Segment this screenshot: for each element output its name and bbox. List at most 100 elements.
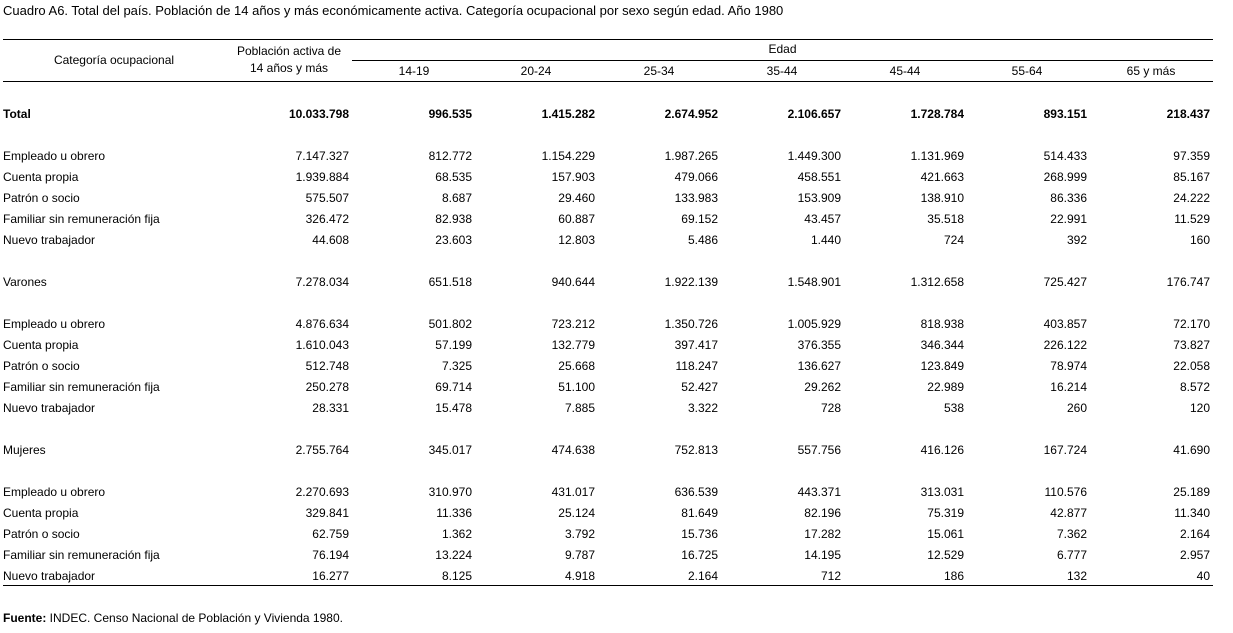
table-row: Nuevo trabajador 44.608 23.603 12.803 5.486 1… [0,230,1233,251]
row-label: Cuenta propia [3,506,79,520]
row-value: 9.787 [564,548,595,562]
row-value: 15.061 [927,527,964,541]
row-value: 940.644 [551,275,595,289]
row-value: 22.989 [927,380,964,394]
row-value: 40 [1196,569,1210,583]
row-value: 76.194 [312,548,349,562]
source-text: INDEC. Censo Nacional de Población y Viv… [46,611,343,625]
row-value: 514.433 [1043,149,1087,163]
row-value: 2.957 [1179,548,1210,562]
row-value: 416.126 [920,443,964,457]
row-value: 123.849 [920,359,964,373]
row-value: 6.777 [1056,548,1087,562]
row-value: 157.903 [551,170,595,184]
row-value: 5.486 [687,233,718,247]
row-value: 557.756 [797,443,841,457]
row-value: 42.877 [1050,506,1087,520]
top-rule [3,39,1213,40]
row-value: 52.427 [681,380,718,394]
row-value: 818.938 [920,317,964,331]
table-row: Patrón o socio 512.748 7.325 25.668 118.247 1… [0,356,1233,377]
row-label: Mujeres [3,443,46,457]
row-value: 110.576 [1044,485,1088,499]
row-value: 636.539 [674,485,718,499]
row-value: 14.195 [804,548,841,562]
table-row: Nuevo trabajador 16.277 8.125 4.918 2.164 712… [0,566,1233,587]
row-label: Familiar sin remuneración fija [3,548,160,562]
table-title: Cuadro A6. Total del país. Población de … [3,3,784,18]
table-row: Varones 7.278.034 651.518 940.644 1.922.139 1… [0,272,1233,293]
row-value: 1.922.139 [664,275,718,289]
row-value: 2.164 [1179,527,1210,541]
row-label: Cuenta propia [3,170,79,184]
row-value: 512.748 [305,359,349,373]
row-value: 326.472 [305,212,349,226]
bottom-rule [3,585,1213,586]
table-row: Familiar sin remuneración fija 250.278 69.… [0,377,1233,398]
row-value: 44.608 [312,233,349,247]
age-header-4: 45-44 [889,64,921,78]
row-value: 8.125 [441,569,472,583]
row-value: 723.212 [551,317,595,331]
table-row: Empleado u obrero 2.270.693 310.970 431.017… [0,482,1233,503]
table-row: Familiar sin remuneración fija 76.194 13.2… [0,545,1233,566]
header-category: Categoría ocupacional [53,53,175,67]
row-value: 15.736 [681,527,718,541]
row-value: 250.278 [305,380,349,394]
row-value: 1.548.901 [787,275,841,289]
row-value: 651.518 [428,275,472,289]
age-header-3: 35-44 [766,64,798,78]
header-edad: Edad [768,42,797,56]
row-value: 501.802 [428,317,472,331]
row-value: 458.551 [797,170,841,184]
row-label: Patrón o socio [3,359,80,373]
row-value: 8.687 [441,191,472,205]
row-value: 132 [1066,569,1087,583]
row-value: 25.668 [558,359,595,373]
row-value: 724 [943,233,964,247]
row-value: 1.154.229 [541,149,595,163]
row-value: 7.885 [564,401,595,415]
header-bottom-rule [3,81,1213,82]
table-row: Total 10.033.798 996.535 1.415.282 2.674.952… [0,104,1233,125]
row-value: 1.939.884 [295,170,349,184]
row-value: 7.325 [441,359,472,373]
row-value: 69.714 [435,380,472,394]
row-value: 996.535 [428,107,472,121]
row-value: 43.457 [804,212,841,226]
row-value: 443.371 [797,485,841,499]
row-value: 725.427 [1043,275,1087,289]
row-value: 82.938 [435,212,472,226]
row-value: 1.415.282 [541,107,595,121]
row-value: 24.222 [1173,191,1210,205]
row-value: 23.603 [435,233,472,247]
row-value: 431.017 [551,485,595,499]
edad-rule [352,60,1213,61]
row-value: 268.999 [1043,170,1087,184]
row-value: 160 [1189,233,1210,247]
row-value: 25.124 [558,506,595,520]
row-value: 7.362 [1056,527,1087,541]
row-value: 4.876.634 [295,317,349,331]
row-value: 133.983 [674,191,718,205]
table-row: Empleado u obrero 4.876.634 501.802 723.212… [0,314,1233,335]
row-value: 16.277 [312,569,349,583]
row-value: 7.278.034 [295,275,349,289]
row-value: 4.918 [564,569,595,583]
table-row: Cuenta propia 1.610.043 57.199 132.779 397.4… [0,335,1233,356]
row-value: 3.322 [687,401,718,415]
row-label: Familiar sin remuneración fija [3,380,160,394]
row-value: 376.355 [797,338,841,352]
row-value: 29.262 [804,380,841,394]
row-value: 22.058 [1173,359,1210,373]
row-value: 3.792 [564,527,595,541]
row-value: 41.690 [1173,443,1210,457]
row-value: 1.987.265 [664,149,718,163]
row-value: 176.747 [1166,275,1210,289]
table-row: Mujeres 2.755.764 345.017 474.638 752.813 557… [0,440,1233,461]
row-value: 2.674.952 [664,107,718,121]
row-value: 97.359 [1173,149,1210,163]
row-value: 69.152 [681,212,718,226]
row-value: 72.170 [1173,317,1210,331]
row-value: 474.638 [551,443,595,457]
